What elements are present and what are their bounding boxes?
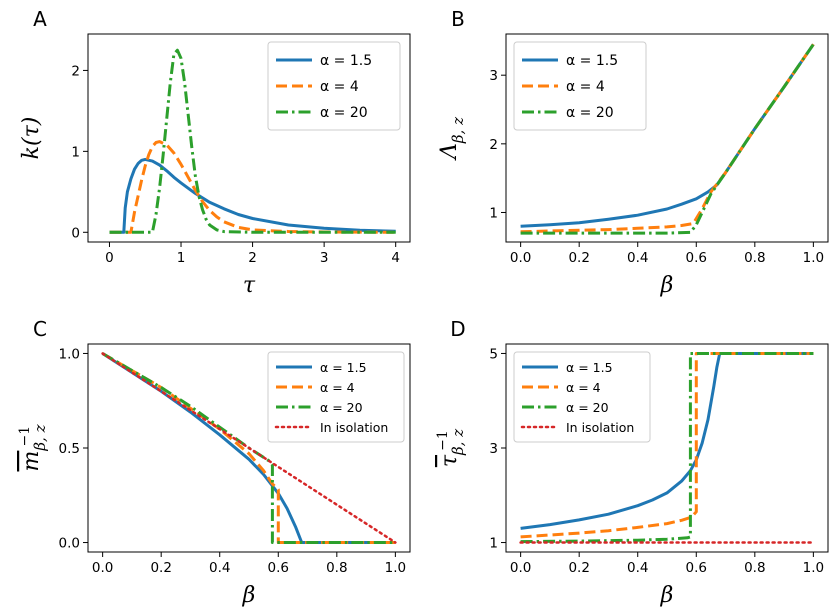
legend-label: α = 20 xyxy=(320,105,368,121)
series-line-a15 xyxy=(109,157,396,234)
y-axis-label-sup: −1 xyxy=(17,426,33,447)
y-tick-label: 0.0 xyxy=(59,536,80,552)
x-tick-label: 3 xyxy=(320,250,329,266)
series-line-a20 xyxy=(109,48,396,234)
x-tick-label: 2 xyxy=(248,250,257,266)
x-axis-label: τ xyxy=(243,273,256,298)
y-axis-label-sub: β, z xyxy=(31,424,49,451)
x-tick-label: 0.2 xyxy=(568,560,589,576)
legend-box xyxy=(513,41,647,131)
panel-letter: D xyxy=(450,317,465,341)
panel-letter: C xyxy=(33,317,47,341)
y-tick-label: 2 xyxy=(71,63,80,79)
y-axis-label-main: Λ xyxy=(437,143,462,161)
legend-box xyxy=(267,41,401,131)
legend: α = 1.5 α = 4 α = 20 xyxy=(513,41,647,131)
legend-label: α = 1.5 xyxy=(320,53,372,69)
x-tick-label: 1.0 xyxy=(803,560,824,576)
series-line-a20 xyxy=(101,352,396,544)
axes-frame xyxy=(505,33,829,243)
y-tick-label: 0 xyxy=(71,225,80,241)
legend-label: α = 1.5 xyxy=(566,53,618,69)
panel-c: C 0.0 0.2 0.4 0.6 0.8 1.0 0.0 0.5 1.0 β mβ, z−1 α = … xyxy=(17,317,411,608)
panel-a: A 0 1 2 3 4 0 1 2 τ k(τ) α = 1.5 α = 4 α = 20 xyxy=(19,7,411,298)
series-line-a4 xyxy=(109,140,396,234)
series-line-a20 xyxy=(520,352,814,544)
x-tick-label: 4 xyxy=(391,250,400,266)
panel-letter: B xyxy=(451,7,465,31)
legend: α = 1.5 α = 4 α = 20 In isolation xyxy=(267,351,405,443)
series-group xyxy=(101,352,397,544)
y-axis-label: τβ, z−1 xyxy=(435,429,467,467)
series-line-a4 xyxy=(520,352,814,539)
y-axis-label-sub: β, z xyxy=(449,117,467,144)
y-tick-label: 3 xyxy=(489,441,498,457)
y-tick-label: 0.5 xyxy=(59,441,80,457)
legend: α = 1.5 α = 4 α = 20 xyxy=(267,41,401,131)
x-tick-label: 0.2 xyxy=(150,560,171,576)
legend-label: In isolation xyxy=(566,420,634,435)
legend-label: α = 1.5 xyxy=(320,360,367,375)
panel-b: B 0.0 0.2 0.4 0.6 0.8 1.0 1 2 3 β Λβ, z α = 1.5 α = 4… xyxy=(437,7,829,298)
y-axis-label: mβ, z−1 xyxy=(17,424,49,471)
x-tick-label: 0.4 xyxy=(627,250,648,266)
x-tick-label: 0.8 xyxy=(744,560,765,576)
x-tick-label: 0 xyxy=(105,250,114,266)
legend-box xyxy=(513,351,651,443)
y-tick-label: 1 xyxy=(489,205,498,221)
panel-letter: A xyxy=(33,7,47,31)
x-tick-label: 0.8 xyxy=(326,560,347,576)
x-tick-label: 0.0 xyxy=(510,560,531,576)
y-tick-label: 2 xyxy=(489,137,498,153)
series-line-iso xyxy=(101,352,397,544)
y-axis-label-main: m xyxy=(19,451,44,472)
x-tick-label: 0.0 xyxy=(510,250,531,266)
y-tick-label: 1 xyxy=(71,144,80,160)
y-axis-label: Λβ, z xyxy=(437,117,467,161)
series-line-a4 xyxy=(520,43,815,234)
legend-label: In isolation xyxy=(320,420,388,435)
y-tick-label: 3 xyxy=(489,68,498,84)
x-tick-label: 0.6 xyxy=(268,560,289,576)
legend-label: α = 4 xyxy=(566,79,605,95)
x-tick-label: 0.8 xyxy=(744,250,765,266)
x-axis-label: β xyxy=(660,583,674,608)
series-line-a20 xyxy=(520,43,815,235)
legend-label: α = 4 xyxy=(320,79,359,95)
x-tick-label: 0.0 xyxy=(92,560,113,576)
legend-label: α = 4 xyxy=(566,380,601,395)
x-axis-label: β xyxy=(242,583,256,608)
legend: α = 1.5 α = 4 α = 20 In isolation xyxy=(513,351,651,443)
x-tick-label: 0.2 xyxy=(568,250,589,266)
x-axis-label: β xyxy=(660,273,674,298)
y-axis-label: k(τ) xyxy=(19,117,44,160)
x-tick-label: 0.4 xyxy=(627,560,648,576)
y-tick-label: 5 xyxy=(489,346,498,362)
x-tick-label: 1 xyxy=(177,250,186,266)
axes-frame xyxy=(87,33,411,243)
series-group xyxy=(519,352,815,544)
y-tick-label: 1.0 xyxy=(59,346,80,362)
legend-label: α = 20 xyxy=(320,400,363,415)
legend-label: α = 1.5 xyxy=(566,360,613,375)
legend-label: α = 20 xyxy=(566,400,609,415)
y-axis-label-main: τ xyxy=(437,454,462,467)
x-tick-label: 0.6 xyxy=(686,560,707,576)
series-group xyxy=(520,43,815,235)
legend-box xyxy=(267,351,405,443)
y-axis-label-sup: −1 xyxy=(435,430,451,451)
y-tick-label: 1 xyxy=(489,536,498,552)
x-tick-label: 1.0 xyxy=(385,560,406,576)
legend-label: α = 20 xyxy=(566,105,614,121)
x-tick-label: 0.6 xyxy=(686,250,707,266)
legend-label: α = 4 xyxy=(320,380,355,395)
y-axis-label-sub: β, z xyxy=(449,429,467,456)
x-tick-label: 0.4 xyxy=(209,560,230,576)
series-group xyxy=(109,48,396,234)
x-tick-label: 1.0 xyxy=(803,250,824,266)
